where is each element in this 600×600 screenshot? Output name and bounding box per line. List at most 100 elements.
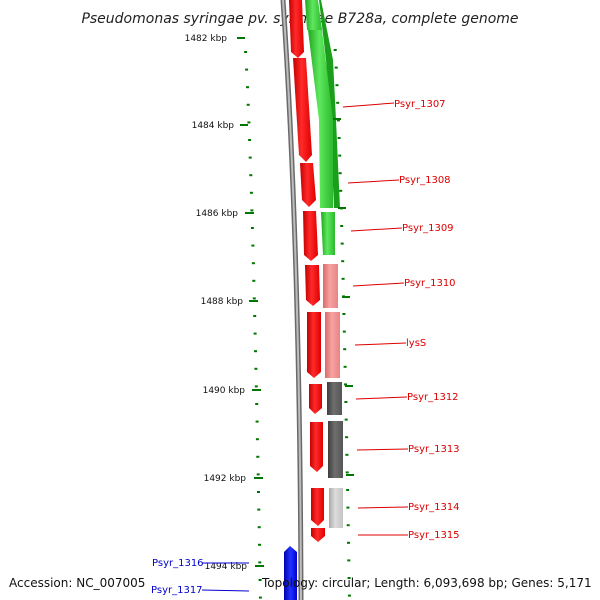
scale-dot — [258, 579, 262, 581]
genome-summary-text: Topology: circular; Length: 6,093,698 bp… — [262, 576, 592, 590]
scale-dot — [254, 367, 258, 370]
scale-dot — [251, 262, 255, 265]
scale-dot — [337, 137, 341, 139]
scale-dot — [342, 330, 346, 333]
scale-dot — [341, 277, 345, 280]
gene-box[interactable] — [327, 382, 342, 415]
gene-arrow[interactable] — [303, 211, 318, 261]
green-feature-top — [305, 0, 322, 30]
scale-dot — [245, 68, 249, 71]
gene-label-psyr-1317[interactable]: Psyr_1317 — [151, 585, 203, 596]
scale-dot — [347, 577, 351, 579]
scale-label: 1484 kbp — [192, 121, 235, 131]
scale-dot — [246, 103, 250, 106]
label-leader — [201, 589, 250, 592]
scale-dot — [252, 297, 256, 300]
gene-arrow[interactable] — [307, 312, 321, 378]
scale-dot — [345, 471, 349, 474]
label-leader — [347, 179, 400, 184]
scale-dot — [346, 489, 350, 491]
scale-dot — [248, 156, 252, 159]
gene-label-psyr-1314[interactable]: Psyr_1314 — [408, 502, 460, 513]
gene-box[interactable] — [325, 312, 340, 378]
scale-dot — [246, 86, 249, 89]
scale-dot — [341, 260, 345, 263]
scale-label: 1490 kbp — [203, 386, 246, 396]
gene-box[interactable] — [328, 421, 343, 478]
scale-dot — [340, 225, 344, 227]
gene-arrow[interactable] — [300, 163, 316, 207]
scale-dot — [340, 242, 344, 245]
reverse-genes — [323, 264, 343, 528]
scale-dot — [333, 49, 337, 51]
scale-label: 1492 kbp — [204, 474, 247, 484]
scale-labels: 1482 kbp 1484 kbp 1486 kbp 1488 kbp 1490… — [185, 34, 264, 572]
scale-dot — [335, 84, 339, 87]
scale-dot — [250, 227, 254, 229]
label-leader — [342, 102, 395, 108]
scale-dot — [344, 401, 348, 403]
scale-dot — [253, 315, 257, 317]
label-leader — [354, 342, 407, 346]
gene-arrow-blue[interactable] — [284, 546, 297, 600]
genome-backbone-highlight — [282, 0, 302, 600]
scale-dot — [252, 279, 256, 282]
gene-arrow[interactable] — [289, 0, 304, 58]
label-leader — [352, 282, 405, 287]
scale-dot — [342, 313, 346, 315]
scale-dots — [244, 51, 262, 599]
gene-arrow[interactable] — [311, 488, 324, 526]
gene-arrow[interactable] — [293, 58, 312, 162]
gene-box[interactable] — [323, 264, 338, 308]
gene-arrow[interactable] — [311, 528, 325, 542]
gene-label-psyr-1312[interactable]: Psyr_1312 — [407, 392, 459, 403]
gene-arrow[interactable] — [310, 422, 323, 472]
scale-dot — [251, 244, 255, 247]
scale-dot — [249, 174, 253, 177]
inner-dots — [333, 49, 351, 597]
scale-dot — [346, 506, 350, 509]
scale-dot — [344, 418, 348, 421]
scale-dot — [247, 121, 251, 124]
scale-dot — [257, 491, 260, 493]
scale-dot — [253, 332, 257, 335]
green-feature-lower — [321, 212, 335, 255]
scale-dot — [347, 559, 351, 562]
scale-label: 1482 kbp — [185, 34, 228, 44]
scale-dot — [255, 403, 259, 405]
scale-dot — [345, 453, 349, 456]
gene-label-psyr-1308[interactable]: Psyr_1308 — [399, 175, 451, 186]
gene-labels: Psyr_1307 Psyr_1308 Psyr_1309 Psyr_1310 … — [151, 99, 460, 596]
scale-dot — [258, 561, 262, 564]
gene-box[interactable] — [329, 488, 343, 528]
scale-label: 1494 kbp — [205, 562, 248, 572]
scale-dot — [346, 524, 350, 527]
scale-dot — [256, 473, 260, 476]
scale-dot — [249, 191, 253, 194]
scale-dot — [244, 51, 248, 53]
gene-label-psyr-1310[interactable]: Psyr_1310 — [404, 278, 456, 289]
scale-dot — [344, 383, 347, 386]
accession-text: Accession: NC_007005 — [9, 576, 146, 590]
label-leader — [357, 506, 409, 509]
label-leader — [350, 227, 403, 232]
forward-genes — [289, 0, 325, 542]
scale-dot — [248, 139, 252, 141]
inner-ticks — [333, 118, 354, 476]
scale-dot — [334, 66, 338, 69]
scale-dot — [343, 348, 347, 351]
gene-label-psyr-1316[interactable]: Psyr_1316 — [152, 558, 204, 569]
gene-label-psyr-1309[interactable]: Psyr_1309 — [402, 223, 454, 234]
gene-label-psyr-1313[interactable]: Psyr_1313 — [408, 444, 460, 455]
gene-arrow[interactable] — [309, 384, 322, 414]
gene-label-psyr-1307[interactable]: Psyr_1307 — [394, 99, 446, 110]
gene-arrow[interactable] — [305, 265, 320, 306]
scale-dot — [257, 508, 261, 511]
scale-dot — [338, 172, 342, 175]
scale-dot — [336, 101, 340, 104]
gene-label-lyss[interactable]: lysS — [406, 338, 426, 349]
label-leader — [355, 396, 408, 400]
scale-dot — [336, 119, 340, 122]
gene-label-psyr-1315[interactable]: Psyr_1315 — [408, 530, 460, 541]
green-feature-upper — [308, 30, 333, 208]
